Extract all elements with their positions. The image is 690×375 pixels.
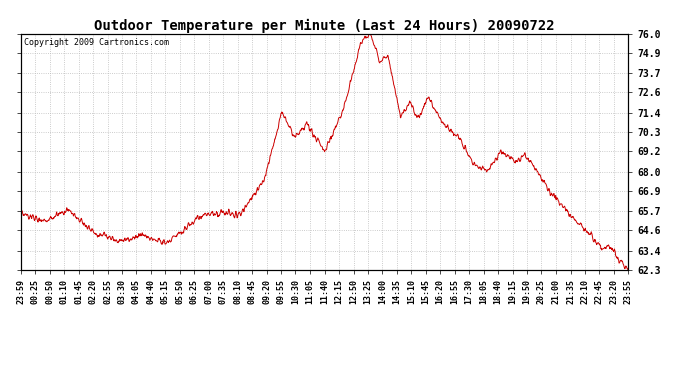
Title: Outdoor Temperature per Minute (Last 24 Hours) 20090722: Outdoor Temperature per Minute (Last 24 … [94,18,555,33]
Text: Copyright 2009 Cartronics.com: Copyright 2009 Cartronics.com [23,39,169,48]
